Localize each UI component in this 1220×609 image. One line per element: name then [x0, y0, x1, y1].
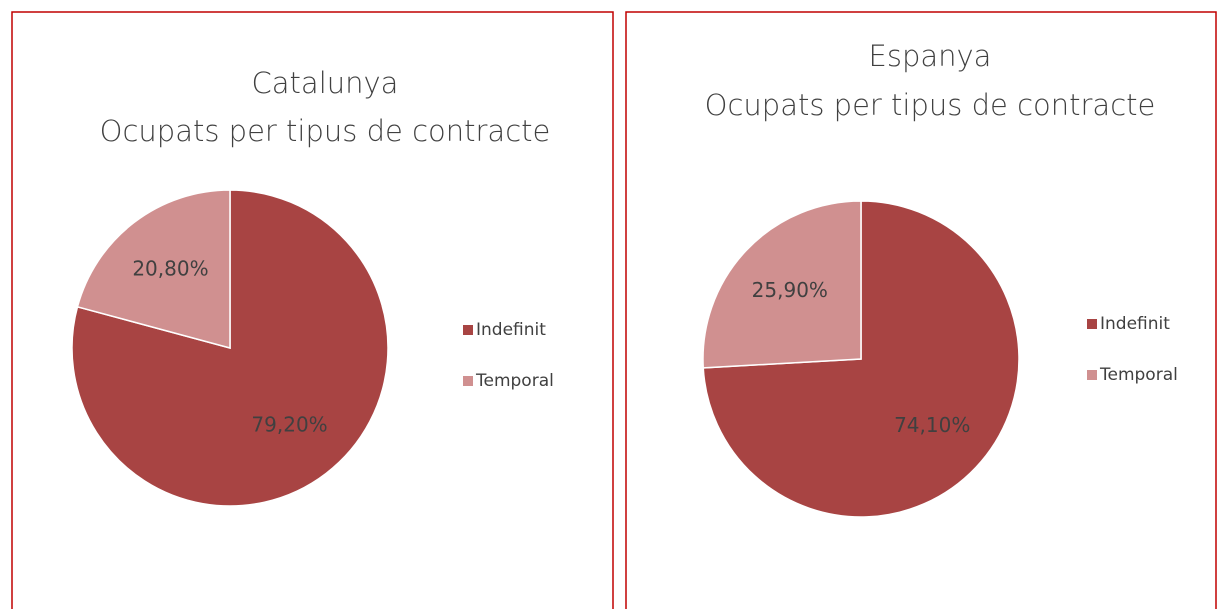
pie-slice [702, 200, 862, 369]
legend-swatch [1087, 319, 1097, 329]
chart-title: Catalunya [252, 66, 399, 100]
panel-border [625, 11, 1217, 609]
legend-label: Indefinit [476, 320, 546, 340]
chart-subtitle: Ocupats per tipus de contracte [100, 114, 551, 148]
legend-label: Temporal [1099, 365, 1178, 385]
data-label: 74,10% [894, 413, 970, 437]
data-label: 79,20% [251, 412, 327, 436]
pie-slice [76, 189, 231, 349]
legend-swatch [1087, 370, 1097, 380]
legend-label: Indefinit [1100, 314, 1170, 334]
legend-swatch [463, 376, 473, 386]
legend-label: Temporal [475, 371, 554, 391]
legend-swatch [463, 325, 473, 335]
chart-subtitle: Ocupats per tipus de contracte [705, 88, 1156, 122]
data-label: 20,80% [132, 257, 208, 281]
data-label: 25,90% [752, 278, 828, 302]
chart-title: Espanya [869, 39, 992, 73]
panel-border [11, 11, 614, 609]
